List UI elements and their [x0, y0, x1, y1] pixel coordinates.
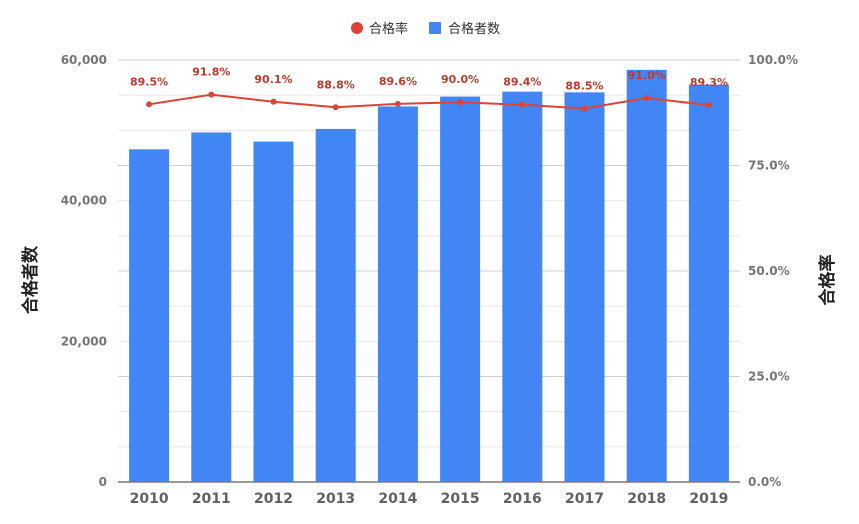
x-tick-label: 2015 — [441, 491, 480, 507]
right-tick-label: 75.0% — [748, 159, 790, 173]
left-tick-label: 20,000 — [61, 334, 107, 348]
line-point — [643, 94, 650, 101]
line-point — [581, 105, 588, 112]
line-point — [208, 91, 215, 98]
left-tick-label: 60,000 — [61, 53, 107, 67]
right-tick-label: 25.0% — [748, 370, 790, 384]
rate-data-label: 90.0% — [441, 73, 479, 86]
x-tick-label: 2011 — [192, 491, 231, 507]
x-tick-label: 2017 — [565, 491, 604, 507]
line-series — [146, 91, 712, 112]
legend-label-line: 合格率 — [369, 21, 408, 37]
x-tick-label: 2013 — [316, 491, 355, 507]
legend: 合格率 合格者数 — [351, 21, 500, 37]
line-point — [270, 98, 277, 105]
line-point — [705, 102, 712, 109]
line-point — [519, 101, 526, 108]
data-labels: 89.5% 91.8% 90.1% 88.8% 89.6% 90.0% 89.4% 88.5%… — [130, 66, 728, 93]
bar — [377, 106, 418, 483]
right-tick-label: 100.0% — [748, 53, 798, 67]
bar-series — [129, 69, 729, 483]
left-tick-label: 0 — [99, 475, 107, 489]
rate-line — [148, 93, 710, 110]
x-tick-label: 2012 — [254, 491, 293, 507]
rate-data-label: 89.5% — [130, 75, 168, 88]
bar — [688, 84, 729, 482]
line-point — [394, 100, 401, 107]
rate-data-label: 89.6% — [379, 75, 417, 88]
x-tick-label: 2019 — [689, 491, 728, 507]
legend-marker-bar — [429, 22, 441, 34]
x-tick-label: 2018 — [627, 491, 666, 507]
line-point — [332, 104, 339, 111]
bar — [440, 96, 481, 482]
rate-data-label: 91.8% — [192, 66, 230, 79]
right-tick-label: 0.0% — [748, 475, 781, 489]
legend-marker-line — [351, 22, 363, 34]
rate-data-label: 88.5% — [565, 80, 603, 93]
line-point — [146, 101, 153, 108]
left-axis-title: 合格者数 — [20, 245, 41, 314]
x-tick-label: 2014 — [378, 491, 417, 507]
bar — [502, 91, 543, 483]
bar — [564, 92, 605, 482]
bar — [191, 132, 232, 482]
bar — [253, 141, 294, 482]
bar — [129, 149, 170, 482]
right-axis-title: 合格率 — [817, 255, 838, 306]
x-tick-label: 2010 — [130, 491, 169, 507]
rate-data-label: 89.4% — [503, 76, 541, 89]
left-tick-label: 40,000 — [61, 194, 107, 208]
x-axis-ticks: 2010 2011 2012 2013 2014 2015 2016 2017 2018 2019 — [130, 491, 729, 507]
bar — [626, 69, 667, 482]
rate-data-label: 89.3% — [690, 76, 728, 89]
left-axis-ticks: 0 20,000 40,000 60,000 — [61, 53, 107, 489]
x-tick-label: 2016 — [503, 491, 542, 507]
right-tick-label: 50.0% — [748, 264, 790, 278]
bar — [315, 128, 356, 482]
right-axis-ticks: 0.0% 25.0% 50.0% 75.0% 100.0% — [748, 53, 798, 489]
rate-data-label: 91.0% — [628, 69, 666, 82]
rate-data-label: 90.1% — [254, 73, 292, 86]
line-point — [457, 99, 464, 106]
rate-data-label: 88.8% — [317, 78, 355, 91]
legend-label-bar: 合格者数 — [448, 21, 500, 37]
